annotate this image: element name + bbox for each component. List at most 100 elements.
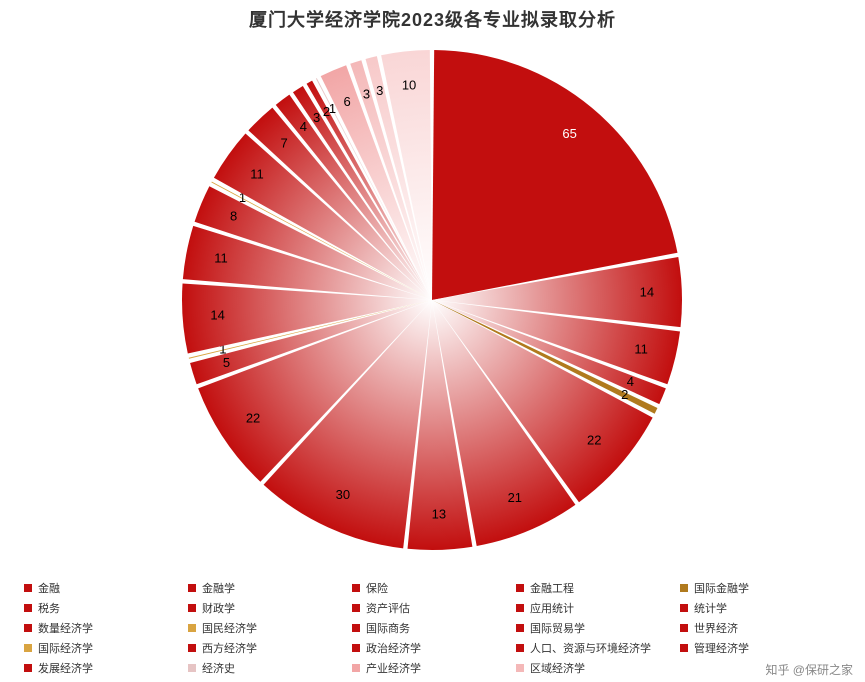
legend-item: 金融工程 [516,580,680,596]
pie-slice [432,50,677,300]
pie-slice-value: 30 [336,487,350,502]
legend-row: 发展经济学 经济史 产业经济学区域经济学 [24,660,844,676]
legend-item: 数量经济学 [24,620,188,636]
legend-label: 经济史 [202,660,235,676]
legend-swatch [188,644,196,652]
pie-slice-value: 6 [343,94,350,109]
legend-item: 金融 [24,580,188,596]
pie-slice-value: 5 [223,355,230,370]
legend-item: 金融学 [188,580,352,596]
legend-label: 发展经济学 [38,660,93,676]
legend-swatch [516,584,524,592]
legend-swatch [24,624,32,632]
legend-label: 西方经济学 [202,640,257,656]
legend-label: 国际商务 [366,620,410,636]
legend-swatch [680,664,688,672]
legend-item: 西方经济学 [188,640,352,656]
pie-slice-value: 13 [432,506,446,521]
legend-swatch [680,644,688,652]
watermark: 知乎 @保研之家 [765,661,853,678]
legend-item: 世界经济 [680,620,844,636]
legend-item: 国民经济学 [188,620,352,636]
legend-item: 保险 [352,580,516,596]
pie-slice-value: 11 [214,250,228,265]
legend-swatch [680,584,688,592]
legend-item: 国际贸易学 [516,620,680,636]
pie-slice-value: 10 [402,78,416,93]
pie-slice-value: 22 [587,433,601,448]
legend-swatch [680,624,688,632]
legend-label: 应用统计 [530,600,574,616]
legend-item: 政治经济学 [352,640,516,656]
legend-item: 财政学 [188,600,352,616]
pie-slice-value: 3 [376,83,383,98]
legend-label: 资产评估 [366,600,410,616]
legend-label: 统计学 [694,600,727,616]
legend-label: 金融学 [202,580,235,596]
legend-swatch [188,664,196,672]
legend-label: 金融 [38,580,60,596]
legend-item: 发展经济学 [24,660,188,676]
legend-swatch [352,644,360,652]
pie-slice-value: 14 [640,285,654,300]
legend-item: 人口、资源与环境经济学 [516,640,680,656]
legend-swatch [24,664,32,672]
legend-label: 金融工程 [530,580,574,596]
legend-swatch [188,624,196,632]
legend-swatch [352,604,360,612]
pie-slice-value: 22 [246,411,260,426]
legend-label: 财政学 [202,600,235,616]
legend-item: 管理经济学 [680,640,844,656]
legend-item: 应用统计 [516,600,680,616]
legend-item: 产业经济学 [352,660,516,676]
legend-item: 税务 [24,600,188,616]
legend-item: 统计学 [680,600,844,616]
legend-swatch [516,644,524,652]
pie-slice-value: 65 [562,126,576,141]
legend-item: 国际商务 [352,620,516,636]
legend-label: 保险 [366,580,388,596]
pie-slice-value: 4 [300,119,307,134]
legend-swatch [188,584,196,592]
legend-swatch [352,664,360,672]
pie-slice-value: 8 [230,209,237,224]
legend-label: 世界经济 [694,620,738,636]
legend-swatch [24,604,32,612]
legend-swatch [516,624,524,632]
legend-swatch [24,644,32,652]
legend-label: 人口、资源与环境经济学 [530,640,651,656]
pie-slice-value: 2 [621,387,628,402]
legend-swatch [516,664,524,672]
legend-label: 区域经济学 [530,660,585,676]
legend-row: 税务 财政学 资产评估 应用统计 统计学 [24,600,844,616]
pie-slice-value: 3 [363,87,370,102]
legend-item: 国际金融学 [680,580,844,596]
legend-label: 数量经济学 [38,620,93,636]
legend-swatch [352,584,360,592]
legend-row: 国际经济学 西方经济学 政治经济学人口、资源与环境经济学 管理经济学 [24,640,844,656]
legend-swatch [516,604,524,612]
pie-chart: 65141142222113302251141181117432163310 [0,0,865,580]
pie-slice-value: 11 [250,167,264,182]
legend-row: 数量经济学 国民经济学 国际商务 国际贸易学 世界经济 [24,620,844,636]
pie-slice-value: 7 [280,135,287,150]
legend-item: 区域经济学 [516,660,680,676]
legend: 金融 金融学 保险 金融工程 国际金融学税务 财政学 资产评估 应用统计 统计学数量经济学 国民经… [24,580,844,682]
legend-swatch [352,624,360,632]
pie-slice-value: 21 [508,490,522,505]
legend-row: 金融 金融学 保险 金融工程 国际金融学 [24,580,844,596]
legend-label: 国际经济学 [38,640,93,656]
pie-slice-value: 14 [210,308,224,323]
legend-item: 经济史 [188,660,352,676]
legend-swatch [188,604,196,612]
legend-item: 国际经济学 [24,640,188,656]
legend-label: 税务 [38,600,60,616]
legend-label: 国际金融学 [694,580,749,596]
legend-label: 管理经济学 [694,640,749,656]
legend-item: 资产评估 [352,600,516,616]
legend-swatch [24,584,32,592]
legend-label: 国际贸易学 [530,620,585,636]
pie-slice-value: 11 [634,342,648,357]
legend-label: 国民经济学 [202,620,257,636]
legend-swatch [680,604,688,612]
